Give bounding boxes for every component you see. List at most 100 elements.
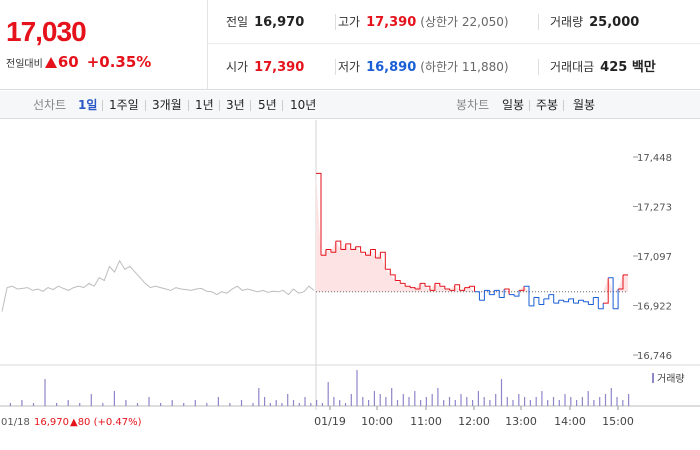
today-area-up xyxy=(316,173,628,292)
volume-bar xyxy=(581,397,583,406)
tab-divider xyxy=(145,100,146,111)
volume-bar xyxy=(292,400,295,406)
turnover-label: 거래대금 xyxy=(550,60,595,74)
price-chart-svg: 17,448 17,273 17,097 16,922 16,746 거래량 01/19 10… xyxy=(0,120,700,450)
today-series-segment xyxy=(603,277,609,304)
volume-bar xyxy=(148,397,150,406)
prev-day-date: 01/18 xyxy=(1,417,30,428)
volume-bar xyxy=(506,397,508,406)
volume-bar xyxy=(281,403,283,406)
today-series-segment xyxy=(375,252,381,259)
volume-bar xyxy=(489,400,491,406)
tab-1-day[interactable]: 1일 xyxy=(78,98,98,112)
x-tick-label: 15:00 xyxy=(602,415,634,428)
quote-summary: 17,030 전일대비 60 +0.35% 전일 16,970 고가 17,390 (상한… xyxy=(0,0,700,90)
y-tick-label: 16,922 xyxy=(637,302,672,313)
y-tick-label: 17,273 xyxy=(637,203,672,214)
today-series-segment xyxy=(395,280,401,284)
today-series-segment xyxy=(519,286,525,291)
volume-bar xyxy=(420,400,422,406)
volume-bar xyxy=(529,400,531,406)
today-series-segment xyxy=(365,249,371,256)
today-series-segment xyxy=(494,289,500,298)
volume-bar xyxy=(576,400,578,406)
volume: 거래량 25,000 xyxy=(550,0,639,44)
tab-daily-candle[interactable]: 일봉 xyxy=(502,98,525,112)
today-series-segment xyxy=(380,251,386,270)
tab-10-years[interactable]: 10년 xyxy=(290,98,317,112)
today-series-segment xyxy=(335,240,342,250)
today-series-segment xyxy=(613,289,619,310)
low-label: 저가 xyxy=(338,60,361,74)
volume-bar xyxy=(229,403,231,406)
prev-day-series-line xyxy=(1,259,315,312)
upper-limit: (상한가 22,050) xyxy=(420,15,509,29)
volume-bar xyxy=(287,394,289,406)
volume-legend-swatch xyxy=(652,373,654,383)
today-series-segment xyxy=(573,300,579,304)
prev-close: 전일 16,970 xyxy=(226,0,304,44)
stats-row-1: 전일 16,970 고가 17,390 (상한가 22,050) 거래량 25,000 xyxy=(208,0,700,44)
today-series-segment xyxy=(350,246,357,250)
volume-bar xyxy=(113,391,115,406)
volume-bar xyxy=(385,397,387,406)
volume-bar xyxy=(431,394,433,406)
tab-3-years[interactable]: 3년 xyxy=(226,98,245,112)
today-series-segment xyxy=(538,298,545,305)
volume-bar xyxy=(240,400,243,406)
volume-bar xyxy=(171,400,173,406)
volume-bar xyxy=(67,400,69,406)
volume-bar xyxy=(333,397,335,406)
tab-1-year[interactable]: 1년 xyxy=(195,98,214,112)
today-series-segment xyxy=(618,274,624,290)
today-series-segment xyxy=(454,284,461,291)
prev-close-value: 16,970 xyxy=(254,15,305,30)
today-series-segment xyxy=(608,277,614,309)
volume-bar xyxy=(628,394,630,406)
volume-bar xyxy=(541,391,543,406)
volume-bar xyxy=(344,403,347,406)
x-tick-label: 10:00 xyxy=(361,415,393,428)
tab-monthly-candle[interactable]: 월봉 xyxy=(573,98,596,112)
tab-divider xyxy=(102,100,103,111)
quote-stats: 전일 16,970 고가 17,390 (상한가 22,050) 거래량 25,000 … xyxy=(208,0,700,90)
today-series-segment xyxy=(355,246,362,253)
today-series-segment xyxy=(321,249,327,256)
volume-bar xyxy=(604,394,607,406)
volume-bar xyxy=(327,382,329,406)
volume-bar xyxy=(593,400,595,406)
stats-divider xyxy=(335,14,336,30)
volume-bar xyxy=(362,397,364,406)
x-tick-label: 12:00 xyxy=(458,415,490,428)
today-series-segment xyxy=(469,285,475,292)
volume-bar xyxy=(483,397,485,406)
tab-5-years[interactable]: 5년 xyxy=(258,98,277,112)
price-chart[interactable]: 17,448 17,273 17,097 16,922 16,746 거래량 01/19 10… xyxy=(0,120,700,450)
x-tick-label: 01/19 xyxy=(314,415,346,428)
tab-divider xyxy=(250,100,251,111)
volume-bar xyxy=(570,397,572,406)
volume-bar xyxy=(564,394,566,406)
tab-divider xyxy=(188,100,189,111)
today-series-segment xyxy=(449,284,456,291)
volume-bar xyxy=(21,400,23,406)
volume-bar xyxy=(356,370,358,406)
tab-1-week[interactable]: 1주일 xyxy=(109,98,139,112)
today-series-segment xyxy=(459,287,466,291)
lower-limit: (하한가 11,880) xyxy=(420,60,509,74)
volume-bar xyxy=(316,400,318,406)
volume-bar xyxy=(599,397,601,406)
x-tick-label: 13:00 xyxy=(505,415,537,428)
volume-bar xyxy=(408,397,410,406)
volume-bar xyxy=(518,394,520,406)
volume-bar xyxy=(622,400,624,406)
today-series-segment xyxy=(548,294,555,304)
change-amount: 60 xyxy=(57,53,79,71)
volume-bar xyxy=(194,400,196,406)
tab-divider xyxy=(219,100,220,111)
today-series-segment xyxy=(563,298,570,303)
volume-bar xyxy=(258,388,260,406)
volume-bar xyxy=(321,403,323,406)
tab-3-months[interactable]: 3개월 xyxy=(152,98,182,112)
tab-weekly-candle[interactable]: 주봉 xyxy=(536,98,559,112)
